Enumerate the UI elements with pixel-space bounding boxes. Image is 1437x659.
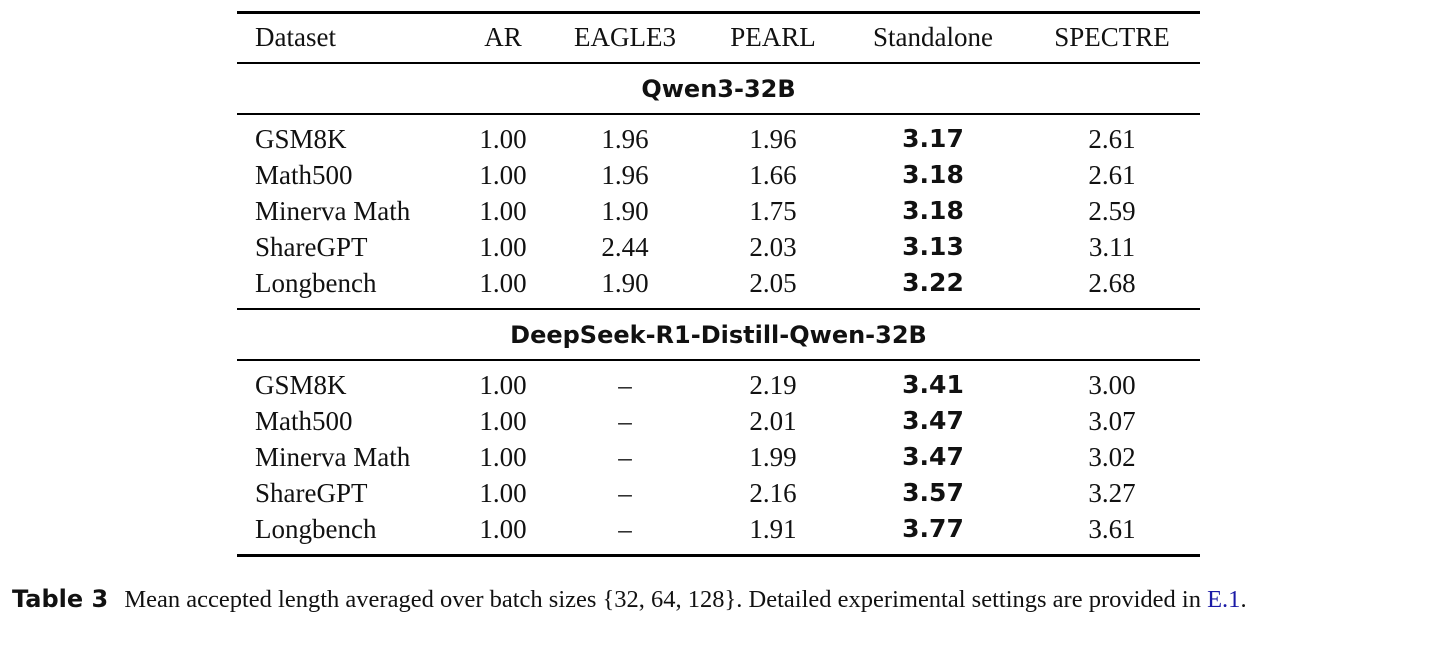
cell: Math500 — [255, 406, 353, 436]
cell: 2.68 — [1088, 268, 1136, 298]
rule — [237, 554, 1200, 557]
header-cell: SPECTRE — [1054, 22, 1170, 52]
cell: 2.44 — [601, 232, 649, 262]
cell: 1.90 — [601, 268, 649, 298]
rule — [237, 113, 1200, 115]
cell: 3.18 — [902, 196, 964, 225]
cell: 1.00 — [479, 196, 527, 226]
header-cell: Dataset — [255, 22, 336, 52]
header-cell: Standalone — [873, 22, 993, 52]
cell: Longbench — [255, 514, 377, 544]
rule — [237, 62, 1200, 64]
caption: Table 3 Mean accepted length averaged ov… — [12, 583, 1424, 616]
cell: 2.19 — [749, 370, 797, 400]
caption-text: Mean accepted length averaged over batch… — [124, 586, 1201, 613]
cell: 1.90 — [601, 196, 649, 226]
cell: 3.61 — [1088, 514, 1136, 544]
cell: 3.57 — [902, 478, 964, 507]
cell: 3.22 — [902, 268, 964, 297]
cell: 3.77 — [902, 514, 964, 543]
cell: 1.00 — [479, 232, 527, 262]
cell: ShareGPT — [255, 232, 368, 262]
cell: Minerva Math — [255, 196, 411, 226]
cell: GSM8K — [255, 124, 347, 154]
group-title: DeepSeek-R1-Distill-Qwen-32B — [510, 321, 927, 349]
cell: – — [618, 442, 632, 472]
caption-end: . — [1240, 586, 1247, 613]
cell: Longbench — [255, 268, 377, 298]
cell: 1.96 — [749, 124, 797, 154]
rule — [237, 11, 1200, 14]
cell: 3.47 — [902, 406, 964, 435]
cell: GSM8K — [255, 370, 347, 400]
cell: – — [618, 478, 632, 508]
cell: Minerva Math — [255, 442, 411, 472]
cell: 2.16 — [749, 478, 797, 508]
caption-link[interactable]: E.1 — [1207, 586, 1241, 613]
caption-label: Table 3 — [12, 585, 109, 613]
cell: 1.96 — [601, 124, 649, 154]
cell: 3.17 — [902, 124, 964, 153]
cell: 1.75 — [749, 196, 797, 226]
cell: – — [618, 370, 632, 400]
cell: 1.99 — [749, 442, 797, 472]
cell: 1.00 — [479, 478, 527, 508]
cell: 2.01 — [749, 406, 797, 436]
cell: 1.00 — [479, 406, 527, 436]
cell: 1.00 — [479, 442, 527, 472]
header-cell: PEARL — [730, 22, 816, 52]
cell: ShareGPT — [255, 478, 368, 508]
cell: 3.02 — [1088, 442, 1136, 472]
cell: – — [618, 514, 632, 544]
rule — [237, 308, 1200, 310]
cell: 3.11 — [1088, 232, 1136, 262]
cell: 3.47 — [902, 442, 964, 471]
cell: 2.59 — [1088, 196, 1136, 226]
cell: 3.13 — [902, 232, 964, 261]
cell: 2.05 — [749, 268, 797, 298]
cell: – — [618, 406, 632, 436]
group-title: Qwen3-32B — [641, 75, 796, 103]
cell: Math500 — [255, 160, 353, 190]
cell: 1.00 — [479, 370, 527, 400]
header-cell: AR — [484, 22, 522, 52]
cell: 1.00 — [479, 160, 527, 190]
cell: 2.61 — [1088, 124, 1136, 154]
cell: 2.61 — [1088, 160, 1136, 190]
rule — [237, 359, 1200, 361]
cell: 3.41 — [902, 370, 964, 399]
cell: 3.07 — [1088, 406, 1136, 436]
header-cell: EAGLE3 — [574, 22, 676, 52]
cell: 2.03 — [749, 232, 797, 262]
cell: 1.66 — [749, 160, 797, 190]
cell: 3.27 — [1088, 478, 1136, 508]
cell: 1.00 — [479, 268, 527, 298]
cell: 1.96 — [601, 160, 649, 190]
cell: 3.00 — [1088, 370, 1136, 400]
cell: 1.91 — [749, 514, 797, 544]
cell: 1.00 — [479, 124, 527, 154]
cell: 3.18 — [902, 160, 964, 189]
cell: 1.00 — [479, 514, 527, 544]
